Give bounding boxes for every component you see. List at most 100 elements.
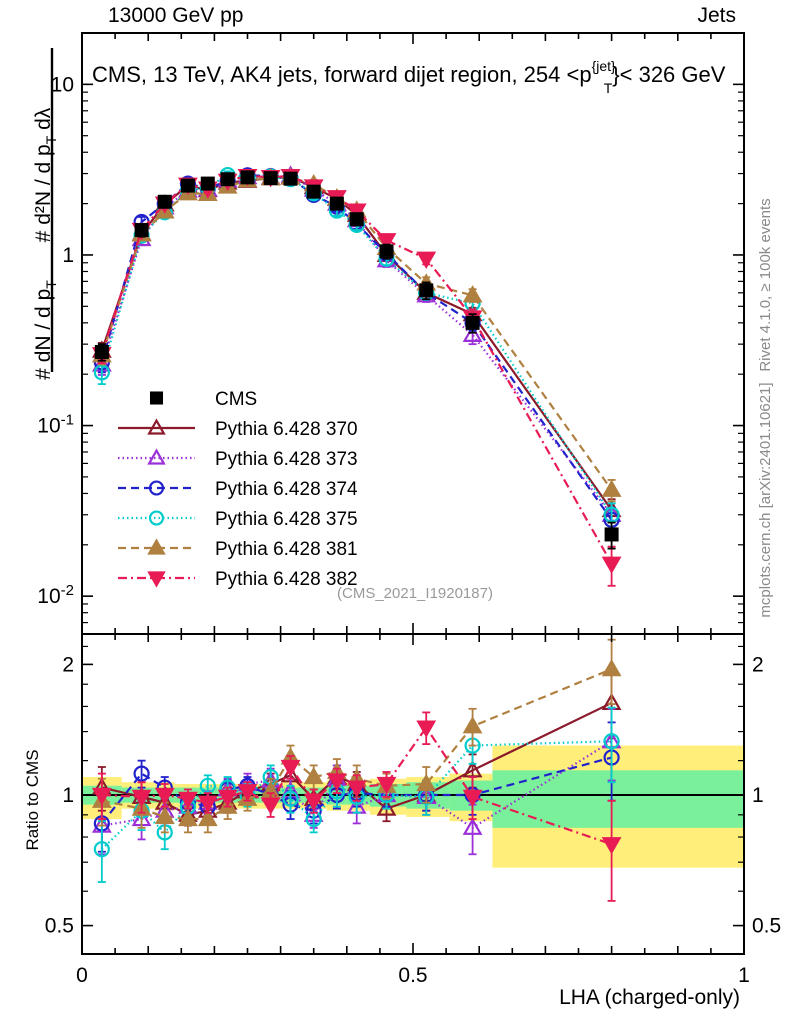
- marker-circle: [93, 841, 110, 858]
- marker-triangle-up: [197, 808, 218, 827]
- side-note-mcplots: mcplots.cern.ch [arXiv:2401.10621]: [757, 382, 774, 617]
- marker-triangle-down: [147, 571, 166, 588]
- marker-triangle-down: [178, 791, 198, 810]
- marker-square: [149, 391, 164, 405]
- marker-square: [94, 344, 109, 359]
- series-line: [100, 174, 613, 516]
- x-axis-tick-label: 1: [738, 964, 750, 987]
- legend-item[interactable]: Pythia 6.428 374: [118, 479, 358, 500]
- legend-label: CMS: [215, 389, 257, 410]
- marker-triangle-down: [197, 795, 218, 813]
- ratio-y-tick-label-right: 2: [752, 653, 764, 676]
- legend-item[interactable]: Pythia 6.428 381: [118, 538, 358, 560]
- x-axis-tick-label: 0: [76, 964, 88, 987]
- legend-item[interactable]: Pythia 6.428 382: [118, 569, 358, 590]
- marker-square: [263, 171, 278, 186]
- series-line: [100, 174, 613, 565]
- ratio-line: [101, 668, 613, 821]
- y-axis-label-numerator: # d²N / d pT dλ: [32, 107, 59, 242]
- side-note-rivet: Rivet 4.1.0, ≥ 100k events: [757, 198, 774, 371]
- marker-triangle-down: [91, 787, 112, 806]
- marker-triangle-down: [376, 233, 397, 251]
- marker-triangle-down: [131, 789, 152, 808]
- marker-square: [329, 196, 344, 211]
- legend-label: Pythia 6.428 375: [215, 509, 358, 530]
- legend-label: Pythia 6.428 382: [215, 569, 358, 590]
- marker-square: [349, 212, 364, 227]
- marker-square: [180, 178, 195, 193]
- legend-label: Pythia 6.428 370: [215, 419, 358, 440]
- marker-triangle-down: [237, 784, 258, 802]
- marker-square: [283, 171, 298, 186]
- y-axis-tick-label: 10-2: [37, 582, 74, 608]
- header-energy: 13000 GeV pp: [108, 4, 243, 27]
- header-process: Jets: [697, 4, 736, 27]
- marker-triangle-down: [462, 789, 483, 808]
- marker-triangle-down: [326, 773, 347, 791]
- marker-triangle-down: [280, 759, 301, 778]
- marker-triangle-up: [147, 538, 166, 555]
- marker-triangle-down: [154, 787, 175, 806]
- marker-triangle-down: [416, 720, 437, 738]
- marker-circle: [133, 765, 150, 782]
- marker-triangle-up: [462, 716, 483, 734]
- marker-circle: [603, 733, 620, 750]
- ratio-series-pythia-6-428-382: [91, 711, 622, 902]
- main-panel-data: [91, 165, 622, 587]
- marker-square: [306, 184, 321, 199]
- legend-label: Pythia 6.428 381: [215, 539, 358, 560]
- marker-triangle-down: [416, 251, 437, 269]
- legend-item[interactable]: Pythia 6.428 370: [118, 418, 358, 440]
- marker-square: [419, 283, 434, 298]
- x-axis-tick-label: 0.5: [398, 964, 427, 987]
- marker-triangle-down: [376, 776, 397, 795]
- marker-square: [157, 194, 172, 209]
- marker-triangle-up: [462, 817, 483, 835]
- y-axis-tick-label: 10: [51, 73, 74, 96]
- y-axis-label-group: # d²N / d pT dλ # dN / d pT: [32, 48, 59, 380]
- legend-item[interactable]: Pythia 6.428 373: [118, 448, 358, 470]
- y-axis-tick-label: 10-1: [37, 412, 74, 438]
- marker-circle: [148, 480, 165, 496]
- marker-triangle-up: [462, 324, 483, 342]
- marker-triangle-down: [601, 837, 622, 855]
- legend: CMS Pythia 6.428 370 Pythia 6.428 373 Pythi…: [118, 389, 358, 590]
- ratio-y-tick-label: 2: [62, 653, 74, 676]
- plot-title: CMS, 13 TeV, AK4 jets, forward dijet reg…: [92, 58, 726, 96]
- marker-circle: [282, 790, 299, 807]
- marker-square: [240, 170, 255, 185]
- marker-square: [134, 223, 149, 238]
- marker-triangle-down: [217, 789, 238, 808]
- marker-triangle-down: [346, 203, 367, 221]
- marker-triangle-up: [178, 808, 198, 827]
- marker-triangle-up: [154, 806, 175, 825]
- y-axis-label-denominator: # dN / d pT: [32, 280, 59, 380]
- legend-item[interactable]: Pythia 6.428 375: [118, 509, 358, 530]
- marker-triangle-up: [147, 418, 166, 435]
- ratio-panel-data: [91, 638, 622, 902]
- marker-triangle-down: [346, 780, 367, 798]
- ratio-y-tick-label: 1: [62, 784, 74, 807]
- ratio-y-tick-label: 0.5: [45, 915, 74, 938]
- marker-triangle-up: [416, 773, 437, 792]
- marker-triangle-up: [462, 285, 483, 303]
- main-frame: [81, 32, 745, 635]
- dataset-watermark: (CMS_2021_I1920187): [337, 585, 493, 602]
- ratio-y-tick-label-right: 0.5: [752, 915, 781, 938]
- marker-square: [379, 244, 394, 259]
- marker-triangle-down: [601, 556, 622, 574]
- series-cms: [94, 170, 619, 550]
- legend-item[interactable]: CMS: [149, 389, 257, 410]
- marker-triangle-down: [303, 793, 324, 811]
- band-inner: [492, 770, 744, 828]
- ratio-y-tick-label-right: 1: [752, 784, 764, 807]
- marker-triangle-up: [601, 479, 622, 497]
- marker-triangle-up: [601, 658, 622, 677]
- legend-label: Pythia 6.428 373: [215, 449, 358, 470]
- legend-label: Pythia 6.428 374: [215, 479, 358, 500]
- marker-triangle-up: [147, 448, 166, 465]
- ratio-y-axis-label: Ratio to CMS: [23, 749, 42, 850]
- marker-square: [200, 176, 215, 191]
